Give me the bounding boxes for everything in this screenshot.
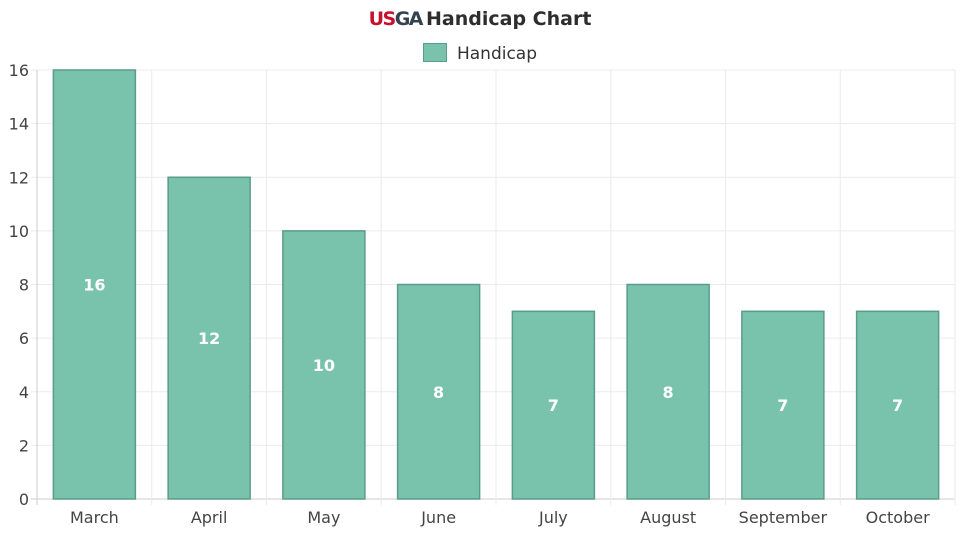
- usga-logo: USGA: [368, 8, 424, 30]
- legend-swatch: [422, 43, 447, 62]
- x-tick-label: August: [640, 508, 696, 527]
- chart-title-text: Handicap Chart: [426, 8, 592, 30]
- bar-september: [741, 310, 825, 500]
- x-tick-label: June: [420, 508, 456, 527]
- data-label: 7: [548, 396, 559, 415]
- y-tick-label: 0: [19, 490, 29, 509]
- y-tick-label: 8: [19, 276, 29, 295]
- y-tick-label: 14: [9, 115, 29, 134]
- y-tick-label: 6: [19, 329, 29, 348]
- x-tick-label: March: [70, 508, 119, 527]
- bar-august: [626, 283, 710, 500]
- y-tick-label: 4: [19, 383, 29, 402]
- y-tick-label: 2: [19, 436, 29, 455]
- data-label: 8: [663, 383, 674, 402]
- x-tick-label: October: [866, 508, 930, 527]
- x-tick-label: May: [307, 508, 340, 527]
- bar-april: [167, 176, 251, 500]
- x-tick-label: July: [538, 508, 568, 527]
- bar-july: [511, 310, 596, 500]
- data-label: 8: [433, 383, 444, 402]
- legend-label: Handicap: [456, 44, 538, 64]
- data-label: 10: [313, 356, 335, 375]
- bar-october: [855, 310, 940, 500]
- data-label: 12: [198, 329, 220, 348]
- bar-june: [396, 283, 481, 500]
- bar-march: [52, 69, 137, 500]
- x-tick-label: April: [191, 508, 228, 527]
- y-tick-label: 12: [9, 168, 29, 187]
- chart-title: USGA Handicap Chart: [0, 8, 960, 30]
- data-label: 7: [777, 396, 788, 415]
- data-label: 7: [892, 396, 903, 415]
- x-tick-label: September: [739, 508, 828, 527]
- y-tick-label: 10: [9, 222, 29, 241]
- y-tick-label: 16: [9, 61, 29, 80]
- bar-may: [282, 230, 366, 500]
- data-label: 16: [83, 276, 105, 295]
- legend[interactable]: Handicap: [0, 43, 960, 64]
